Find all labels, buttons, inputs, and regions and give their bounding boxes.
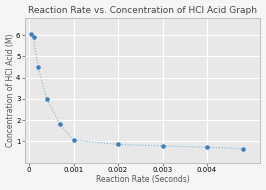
Point [36,65,40,68]
X-axis label: Reaction Rate (Seconds): Reaction Rate (Seconds) [96,175,189,184]
Y-axis label: Concentration of HCl Acid (M): Concentration of HCl Acid (M) [6,34,15,147]
Point [72,139,76,142]
Point [205,146,209,149]
Point [45,97,49,100]
Point [240,147,245,150]
Point [29,32,34,36]
Title: Reaction Rate vs. Concentration of HCl Acid Graph: Reaction Rate vs. Concentration of HCl A… [28,6,257,15]
Point [58,123,62,126]
Point [160,144,165,147]
Point [116,143,120,146]
Point [31,36,36,39]
